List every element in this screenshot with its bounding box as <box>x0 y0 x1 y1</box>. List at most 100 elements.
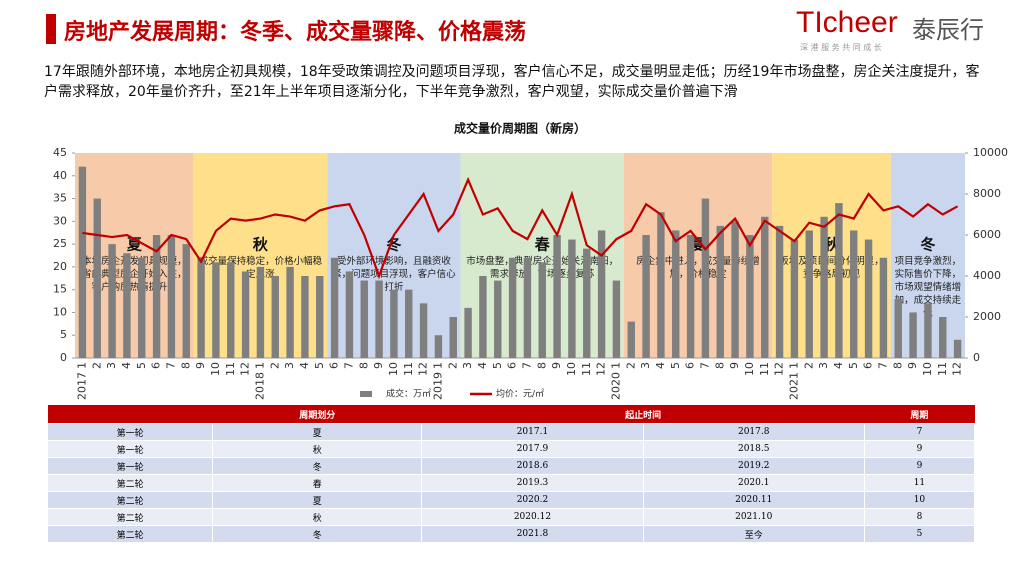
x-tick-label: 6 <box>506 362 519 369</box>
bar <box>612 280 621 358</box>
x-year-label: 2019 <box>431 372 444 400</box>
bar <box>434 335 443 358</box>
bar <box>449 317 457 358</box>
x-tick-label: 3 <box>105 362 118 369</box>
bar <box>672 230 680 358</box>
chart: 成交量价周期图（新房） 夏本地房企开发初具规模，省内典型房企开始入驻，客户购房热… <box>53 121 1008 401</box>
table-row: 第二轮秋 2020.12 2021.10 8 <box>46 508 976 526</box>
bar <box>820 216 828 358</box>
bar <box>345 271 354 358</box>
x-tick-label: 4 <box>476 362 489 369</box>
table-cell: 第二轮 <box>46 474 214 492</box>
bar <box>301 276 309 358</box>
table-cell: 2017.1 <box>421 423 644 441</box>
table-cell: 春 <box>212 474 423 492</box>
bar <box>152 235 161 358</box>
x-tick-label: 6 <box>328 362 341 369</box>
x-tick-label: 11 <box>402 362 415 376</box>
x-tick-label: 11 <box>224 362 237 376</box>
table-row: 第一轮夏 2017.1 2017.8 7 <box>46 423 976 441</box>
bar <box>123 253 131 358</box>
y-tick-label: 30 <box>53 214 67 227</box>
bar <box>523 257 532 358</box>
y-tick-label: 40 <box>53 169 67 182</box>
table-cell: 9 <box>863 440 976 458</box>
bar <box>508 257 517 358</box>
x-tick-label: 1 <box>609 362 622 369</box>
bar <box>360 280 368 358</box>
x-tick-label: 5 <box>847 362 860 369</box>
x-tick-label: 12 <box>595 362 608 376</box>
table-cell: 秋 <box>212 508 423 526</box>
x-tick-label: 11 <box>758 362 771 376</box>
table-cell: 夏 <box>212 491 423 509</box>
x-tick-label: 1 <box>75 362 88 369</box>
bar <box>78 166 87 358</box>
chart-title: 成交量价周期图（新房） <box>454 121 586 136</box>
x-tick-label: 9 <box>194 362 207 369</box>
bar <box>241 271 250 358</box>
bar <box>330 257 339 358</box>
table-cell: 5 <box>863 525 976 543</box>
x-tick-label: 7 <box>164 362 177 369</box>
table-cell: 至今 <box>642 525 865 543</box>
bar <box>568 239 576 358</box>
bar <box>538 262 546 358</box>
season-note-box: 受外部环境影响，且融资收紧，问题项目浮现，客户信心打折 <box>332 256 456 293</box>
table-header <box>47 405 213 424</box>
table-cell: 9 <box>863 457 976 475</box>
x-tick-label: 2 <box>268 362 281 369</box>
table-header: 周期 <box>864 405 975 424</box>
price-line <box>82 176 959 280</box>
season-note: 板块及项目间分化明显，竞争格局初现 <box>779 256 884 280</box>
x-tick-label: 12 <box>417 362 430 376</box>
table-cell: 夏 <box>212 423 423 441</box>
bar <box>909 312 917 358</box>
y2-tick-label: 6000 <box>973 228 1001 241</box>
table-cell: 2020.12 <box>421 508 644 526</box>
bar <box>701 198 710 358</box>
bar <box>286 266 294 358</box>
y2-tick-label: 10000 <box>973 146 1008 159</box>
x-tick-label: 9 <box>906 362 919 369</box>
bar <box>835 203 843 358</box>
x-tick-label: 6 <box>862 362 875 369</box>
y2-tick-label: 2000 <box>973 310 1001 323</box>
bar <box>597 230 606 358</box>
bar <box>864 239 873 358</box>
table-cell: 2018.6 <box>421 457 644 475</box>
bar <box>805 230 813 358</box>
x-tick-label: 3 <box>283 362 296 369</box>
table-cell: 11 <box>863 474 976 492</box>
y2-tick-label: 4000 <box>973 269 1001 282</box>
legend-label: 成交：万㎡ <box>386 388 431 400</box>
season-note: 本地房企开发初具规模，省内典型房企开始入驻，客户购房热情提升。 <box>82 256 187 293</box>
season-label: 夏 <box>126 236 143 254</box>
x-tick-label: 7 <box>698 362 711 369</box>
slogan: 深 港 服 务 共 同 成 长 <box>800 43 882 52</box>
bar <box>939 317 947 358</box>
table-cell: 2020.1 <box>642 474 865 492</box>
table-cell: 10 <box>863 491 976 509</box>
table-cell: 2020.11 <box>642 491 865 509</box>
x-tick-label: 5 <box>491 362 504 369</box>
x-tick-label: 2 <box>90 362 103 369</box>
table-row: 第二轮春 2019.3 2020.1 11 <box>46 474 976 492</box>
x-year-label: 2021 <box>787 372 800 400</box>
x-tick-label: 10 <box>565 362 578 376</box>
x-tick-label: 2 <box>624 362 637 369</box>
table-cell: 第一轮 <box>46 423 214 441</box>
y-tick-label: 5 <box>60 328 67 341</box>
x-tick-label: 10 <box>387 362 400 376</box>
table-cell: 2021.8 <box>421 525 644 543</box>
legend-label: 均价：元/㎡ <box>496 388 544 400</box>
table-cell: 7 <box>863 423 976 441</box>
y2-tick-label: 8000 <box>973 187 1001 200</box>
x-tick-label: 11 <box>580 362 593 376</box>
x-tick-label: 7 <box>342 362 355 369</box>
x-year-label: 2017 <box>75 372 88 400</box>
table-cell: 8 <box>863 508 976 526</box>
y2-tick-label: 0 <box>973 351 980 364</box>
table-cell: 冬 <box>212 457 423 475</box>
